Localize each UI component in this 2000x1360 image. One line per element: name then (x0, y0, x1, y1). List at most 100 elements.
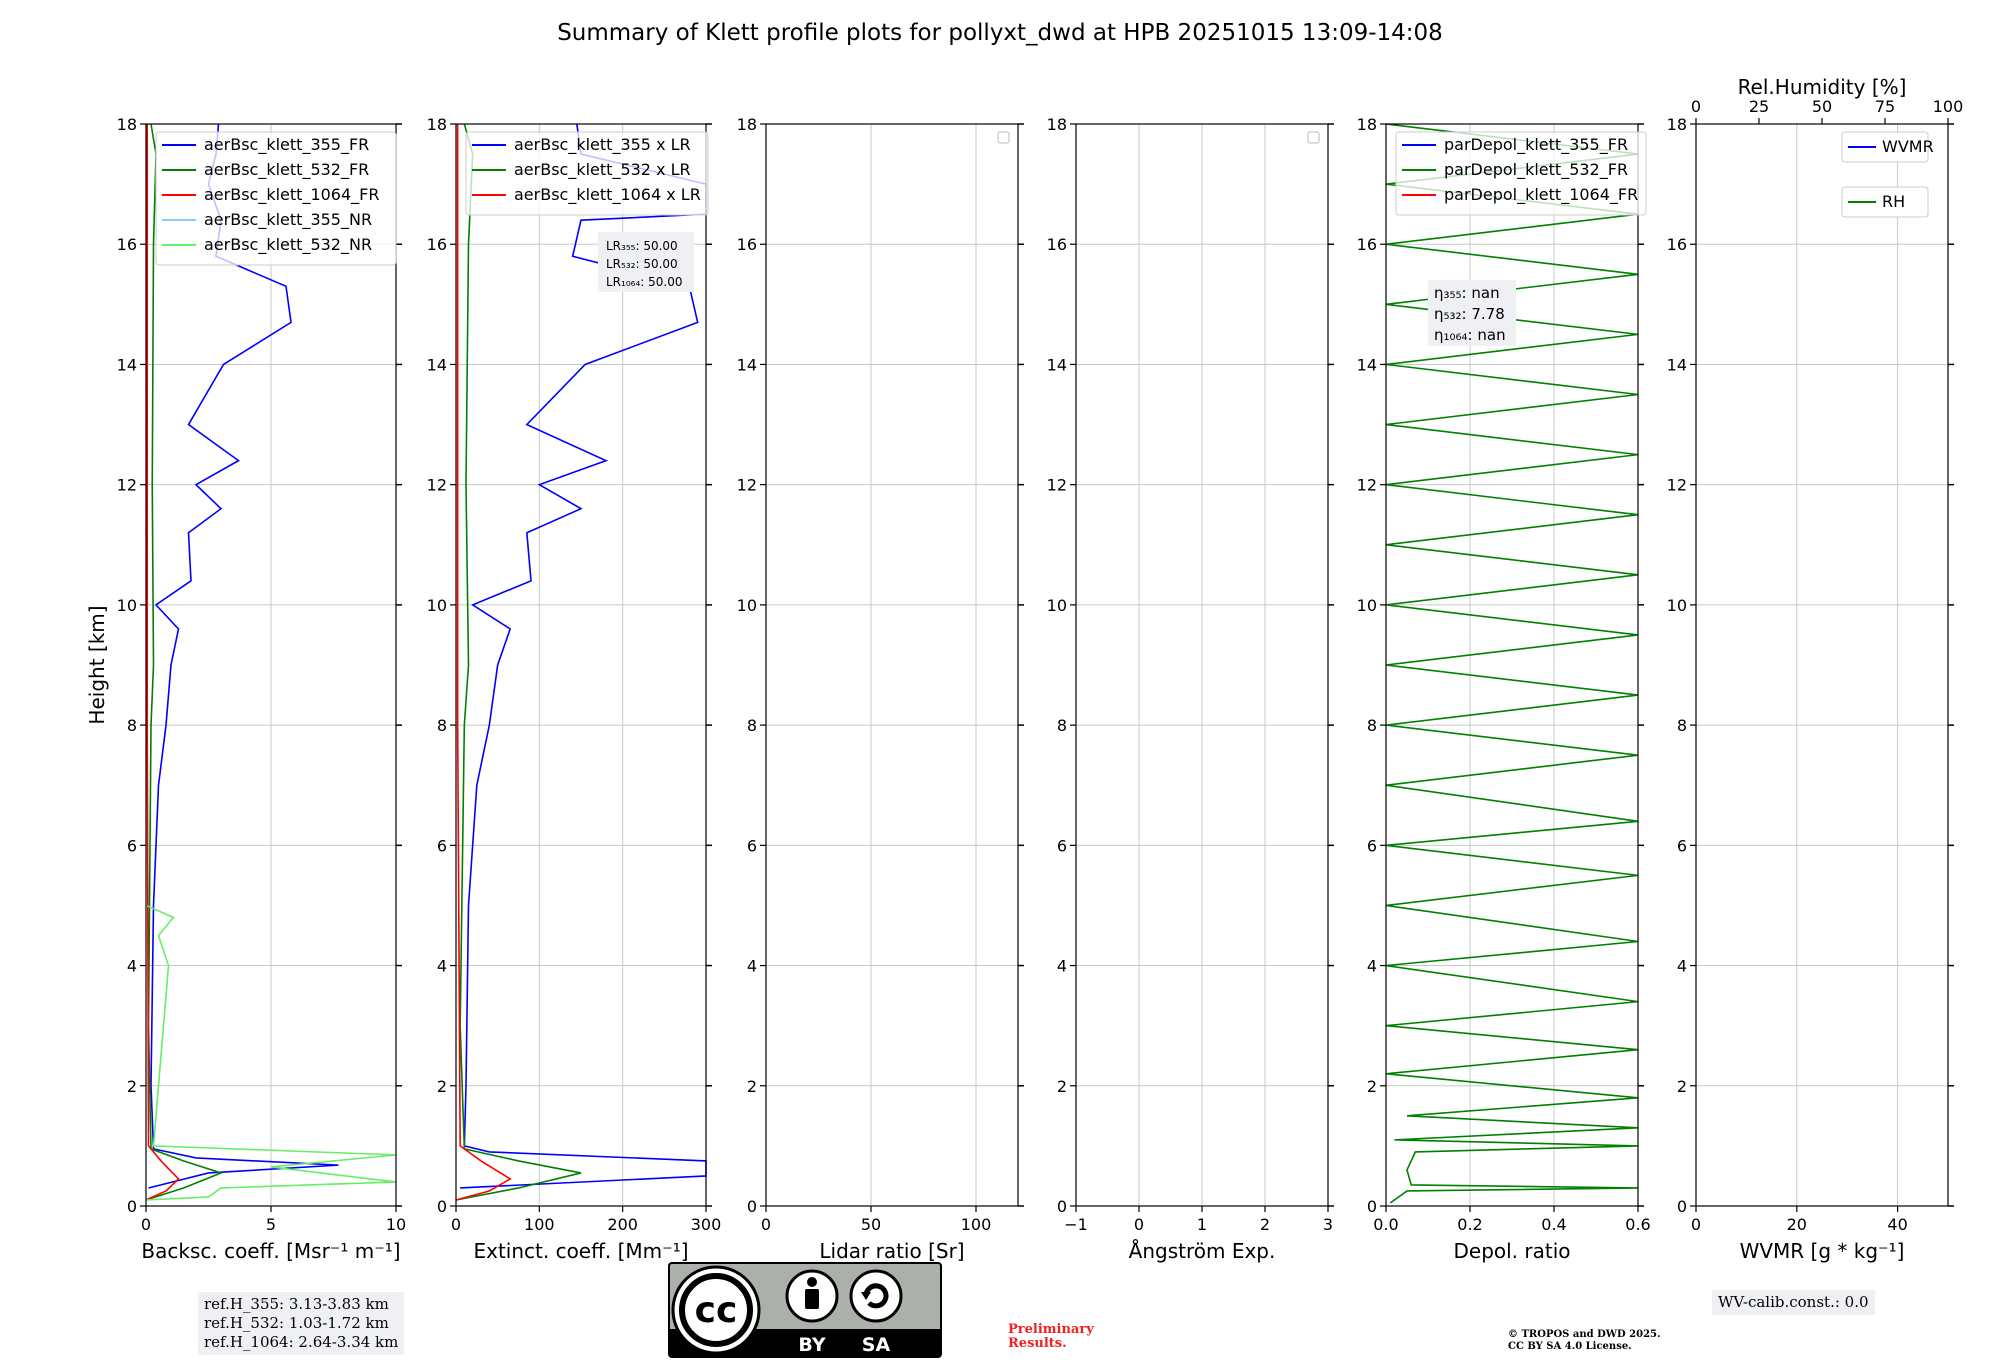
cc-text: cc (695, 1290, 738, 1331)
xtick-label-wv: 20 (1787, 1215, 1807, 1234)
ytick-label-wv: 2 (1677, 1077, 1687, 1096)
series-aerBsc_klett_532_FR (145, 123, 224, 1201)
toptick-label-wv: 0 (1691, 97, 1701, 116)
ytick-label-wv: 8 (1677, 716, 1687, 735)
eta-annotation-2: η₁₀₆₄: nan (1434, 326, 1506, 344)
copyright-line-1: © TROPOS and DWD 2025. (1508, 1329, 1661, 1340)
xtick-label-depol: 0.4 (1541, 1215, 1566, 1234)
legend-label-aerBsc_klett_1064 x LR: aerBsc_klett_1064 x LR (514, 185, 701, 205)
ytick-label-ext: 12 (427, 476, 447, 495)
ytick-label-bsc: 0 (127, 1197, 137, 1216)
ytick-label-ang: 8 (1057, 716, 1067, 735)
ytick-label-bsc: 4 (127, 957, 137, 976)
ytick-label-bsc: 10 (117, 596, 137, 615)
ytick-label-wv: 18 (1667, 115, 1687, 134)
ytick-label-wv: 10 (1667, 596, 1687, 615)
toptick-label-wv: 75 (1875, 97, 1895, 116)
xtick-label-lr: 100 (961, 1215, 992, 1234)
ytick-label-depol: 2 (1367, 1077, 1377, 1096)
ytick-label-bsc: 18 (117, 115, 137, 134)
xtick-label-ang: 2 (1260, 1215, 1270, 1234)
ytick-label-ext: 8 (437, 716, 447, 735)
series-aerBsc_klett_355 x LR (460, 123, 707, 1189)
ytick-label-wv: 4 (1677, 957, 1687, 976)
series-aerBsc_klett_532_NR (145, 904, 397, 1201)
copyright-line-2: CC BY SA 4.0 License. (1508, 1341, 1632, 1352)
axes-frame-depol (1385, 123, 1639, 1207)
legend-label-WVMR: WVMR (1882, 137, 1934, 156)
wv-calib-box: WV-calib.const.: 0.0 (1712, 1290, 1875, 1315)
eta-annotation-box (1428, 280, 1516, 346)
top-xlabel-wv: Rel.Humidity [%] (1738, 75, 1907, 99)
ytick-label-depol: 6 (1367, 836, 1377, 855)
xtick-label-wv: 0 (1691, 1215, 1701, 1234)
ytick-label-lr: 0 (747, 1197, 757, 1216)
legend-box-ext (465, 131, 709, 216)
xtick-label-depol: 0.2 (1457, 1215, 1482, 1234)
ytick-label-depol: 16 (1357, 235, 1377, 254)
ytick-label-lr: 18 (737, 115, 757, 134)
cc-by-label: BY (798, 1334, 825, 1356)
legend-label-parDepol_klett_532_FR: parDepol_klett_532_FR (1444, 160, 1628, 180)
series-aerBsc_klett_1064 x LR (455, 124, 512, 1201)
ytick-label-bsc: 16 (117, 235, 137, 254)
legend-label-aerBsc_klett_532_NR: aerBsc_klett_532_NR (204, 235, 372, 255)
ytick-label-lr: 8 (747, 716, 757, 735)
ytick-label-depol: 4 (1367, 957, 1377, 976)
xtick-label-ang: 0 (1134, 1215, 1144, 1234)
series-aerBsc_klett_355_FR (148, 123, 339, 1189)
xtick-label-lr: 50 (861, 1215, 881, 1234)
ytick-label-ang: 10 (1047, 596, 1067, 615)
ytick-label-bsc: 14 (117, 355, 137, 374)
ytick-label-ext: 18 (427, 115, 447, 134)
ytick-label-wv: 6 (1677, 836, 1687, 855)
legend-label-aerBsc_klett_355 x LR: aerBsc_klett_355 x LR (514, 135, 691, 155)
ytick-label-wv: 0 (1677, 1197, 1687, 1216)
xtick-label-lr: 0 (761, 1215, 771, 1234)
lr-annotation-0: LR₃₅₅: 50.00 (606, 239, 678, 253)
ytick-label-lr: 10 (737, 596, 757, 615)
xtick-label-depol: 0.0 (1373, 1215, 1398, 1234)
xlabel-ang: Ångström Exp. (1129, 1239, 1276, 1263)
toptick-label-wv: 100 (1933, 97, 1964, 116)
xlabel-lr: Lidar ratio [Sr] (819, 1239, 964, 1263)
ref-height-532: ref.H_532: 1.03-1.72 km (204, 1314, 389, 1332)
xtick-label-ang: 1 (1197, 1215, 1207, 1234)
ytick-label-bsc: 2 (127, 1077, 137, 1096)
xtick-label-ang: 3 (1323, 1215, 1333, 1234)
legend-label-parDepol_klett_355_FR: parDepol_klett_355_FR (1444, 135, 1628, 155)
ytick-label-depol: 0 (1367, 1197, 1377, 1216)
panel-depol: 0 2 4 6 8 10 12 14 16 18 0.0 0.2 0.4 0.6 Depol. ratio p… (1357, 115, 1651, 1263)
reference-height-box: ref.H_355: 3.13-3.83 km ref.H_532: 1.03-… (198, 1292, 405, 1355)
xtick-label-ext: 200 (607, 1215, 638, 1234)
copyright-note: © TROPOS and DWD 2025. CC BY SA 4.0 Lice… (1508, 1329, 1660, 1353)
ytick-label-wv: 12 (1667, 476, 1687, 495)
ytick-label-lr: 6 (747, 836, 757, 855)
ytick-label-wv: 16 (1667, 235, 1687, 254)
xtick-label-bsc: 0 (141, 1215, 151, 1234)
axes-frame-wv (1695, 123, 1949, 1207)
ytick-label-bsc: 6 (127, 836, 137, 855)
panel-bsc: 0 2 4 6 8 10 12 14 16 18 0 5 10 Backsc. coeff. [Msr⁻¹… (85, 115, 406, 1263)
wv-calib-text: WV-calib.const.: 0.0 (1718, 1293, 1869, 1311)
xtick-label-bsc: 10 (386, 1215, 406, 1234)
preliminary-note: Preliminary Results. (1008, 1323, 1094, 1351)
ylabel: Height [km] (85, 605, 109, 724)
legend-box-bsc (155, 131, 397, 266)
legend-box-RH (1841, 186, 1929, 218)
eta-annotation-0: η₃₅₅: nan (1434, 284, 1500, 302)
lr-annotation-box (598, 232, 694, 292)
empty-legend-lr (997, 131, 1010, 144)
xtick-label-ext: 100 (524, 1215, 555, 1234)
ytick-label-depol: 12 (1357, 476, 1377, 495)
ytick-label-lr: 16 (737, 235, 757, 254)
ytick-label-ang: 2 (1057, 1077, 1067, 1096)
xlabel-ext: Extinct. coeff. [Mm⁻¹] (473, 1239, 688, 1263)
ytick-label-ang: 16 (1047, 235, 1067, 254)
ytick-label-bsc: 8 (127, 716, 137, 735)
xlabel-depol: Depol. ratio (1453, 1239, 1570, 1263)
ytick-label-lr: 2 (747, 1077, 757, 1096)
